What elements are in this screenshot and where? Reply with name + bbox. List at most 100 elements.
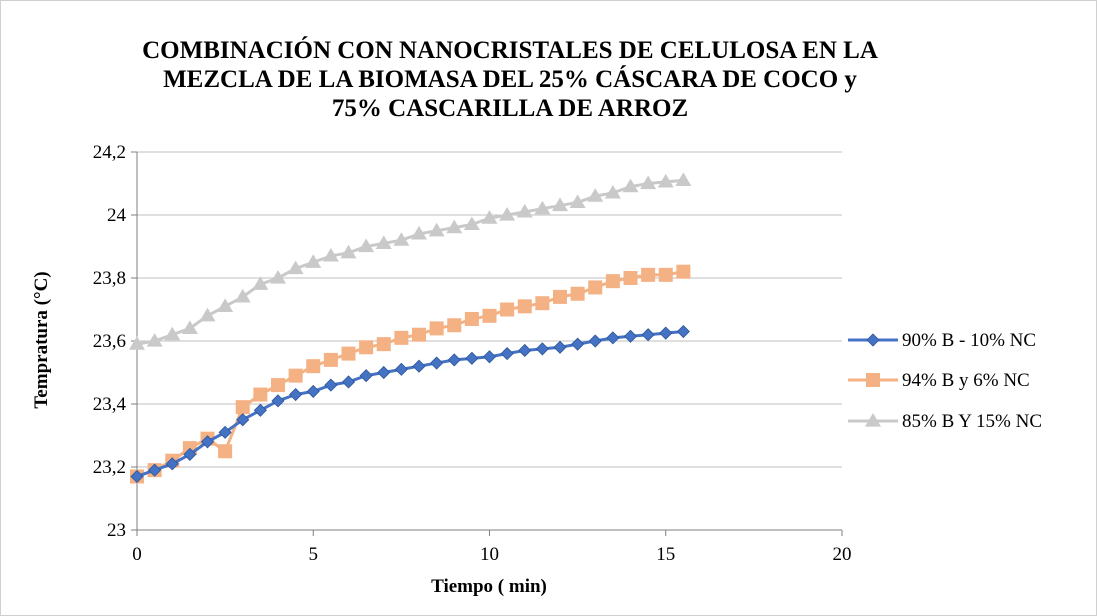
data-point [199, 307, 216, 322]
chart-title-line-2: MEZCLA DE LA BIOMASA DEL 25% CÁSCARA DE … [163, 66, 857, 93]
data-point [623, 271, 638, 285]
data-point [482, 350, 497, 364]
data-point [571, 337, 585, 351]
data-point [183, 447, 197, 461]
legend-marker [866, 333, 880, 347]
data-point [288, 368, 303, 383]
data-point [341, 346, 356, 361]
data-point [605, 274, 620, 289]
data-point [234, 288, 251, 303]
series-94-b-y-6-nc [130, 264, 691, 484]
data-point [640, 175, 657, 190]
series-line [136, 178, 684, 346]
data-point [676, 324, 690, 339]
legend-item-85-b-y-15-nc: 85% B Y 15% NC [848, 411, 1042, 432]
data-point [641, 328, 655, 342]
data-point [430, 356, 444, 370]
data-point [164, 326, 181, 341]
data-point [181, 320, 198, 334]
y-tick-label: 23,2 [93, 457, 126, 478]
chart-title: COMBINACIÓN CON NANOCRISTALES DE CELULOS… [130, 36, 890, 123]
data-point [588, 334, 602, 348]
x-tick-label: 10 [480, 544, 499, 565]
data-point [236, 413, 250, 427]
data-point [393, 232, 410, 246]
data-point [359, 369, 373, 383]
series-85-b-y-15-nc [129, 172, 692, 350]
data-point [464, 311, 479, 326]
data-point [394, 362, 408, 376]
data-point [641, 267, 656, 282]
data-point [323, 352, 338, 367]
data-point [358, 238, 375, 253]
data-point [306, 384, 320, 398]
data-point [606, 331, 620, 345]
data-point [305, 254, 322, 268]
x-tick-label: 20 [833, 544, 852, 565]
series-90-b-10-nc [130, 324, 690, 484]
chart-title-line-3: 75% CASCARILLA DE ARROZ [331, 95, 689, 122]
data-point [675, 172, 692, 186]
data-point [129, 336, 145, 350]
data-point [570, 286, 585, 301]
legend-item-90-b-10-nc: 90% B - 10% NC [848, 330, 1036, 351]
data-point [482, 308, 497, 323]
y-tick-label: 24,2 [93, 142, 126, 163]
data-point [252, 276, 269, 290]
x-tick-label: 15 [656, 544, 675, 565]
data-point [306, 359, 321, 374]
data-point [271, 378, 285, 393]
data-point [499, 207, 516, 221]
data-point [446, 219, 463, 234]
data-point [253, 403, 267, 417]
data-point [148, 463, 162, 477]
data-point [622, 178, 639, 193]
data-point [465, 351, 479, 365]
data-point [500, 302, 515, 317]
data-point [535, 342, 549, 356]
data-point [200, 435, 215, 449]
data-point [429, 321, 444, 336]
data-point [359, 340, 374, 355]
data-point [324, 378, 338, 392]
data-point [428, 222, 445, 237]
y-tick-label: 23,4 [93, 394, 127, 415]
legend: 90% B - 10% NC 94% B y 6% NC 85% B Y 15% N… [848, 330, 1042, 432]
chart-title-line-1: COMBINACIÓN CON NANOCRISTALES DE CELULOS… [142, 37, 878, 64]
x-tick-label: 5 [309, 544, 319, 565]
data-point [394, 330, 409, 345]
legend-label: 94% B y 6% NC [902, 370, 1030, 391]
legend-marker [866, 373, 880, 387]
data-point [376, 337, 391, 352]
y-axis-title: Tempratura (°C) [31, 271, 52, 408]
data-point [657, 173, 674, 188]
y-tick-label: 23 [107, 520, 126, 541]
data-point [623, 329, 638, 343]
data-point [412, 327, 426, 342]
y-tick-label: 23,6 [93, 331, 126, 352]
data-point [553, 289, 567, 304]
data-point [447, 318, 462, 333]
data-point [500, 347, 514, 361]
data-point [271, 394, 285, 408]
x-axis-title: Tiempo ( min) [431, 576, 547, 597]
data-point [553, 340, 567, 354]
data-point [289, 387, 303, 402]
legend-marker [865, 413, 881, 427]
data-point [375, 235, 392, 249]
data-point [604, 184, 621, 199]
data-point [218, 425, 232, 439]
data-point [517, 299, 532, 314]
data-point [377, 365, 391, 380]
legend-item-94-b-y-6-nc: 94% B y 6% NC [848, 370, 1030, 391]
data-point [411, 225, 427, 240]
legend-label: 90% B - 10% NC [902, 330, 1036, 351]
data-point [518, 343, 532, 358]
data-point [165, 457, 179, 471]
data-point [322, 247, 339, 262]
data-point [253, 387, 268, 402]
data-point [341, 375, 356, 389]
data-point [412, 359, 426, 373]
data-point [658, 267, 673, 282]
grid-lines [137, 151, 842, 468]
